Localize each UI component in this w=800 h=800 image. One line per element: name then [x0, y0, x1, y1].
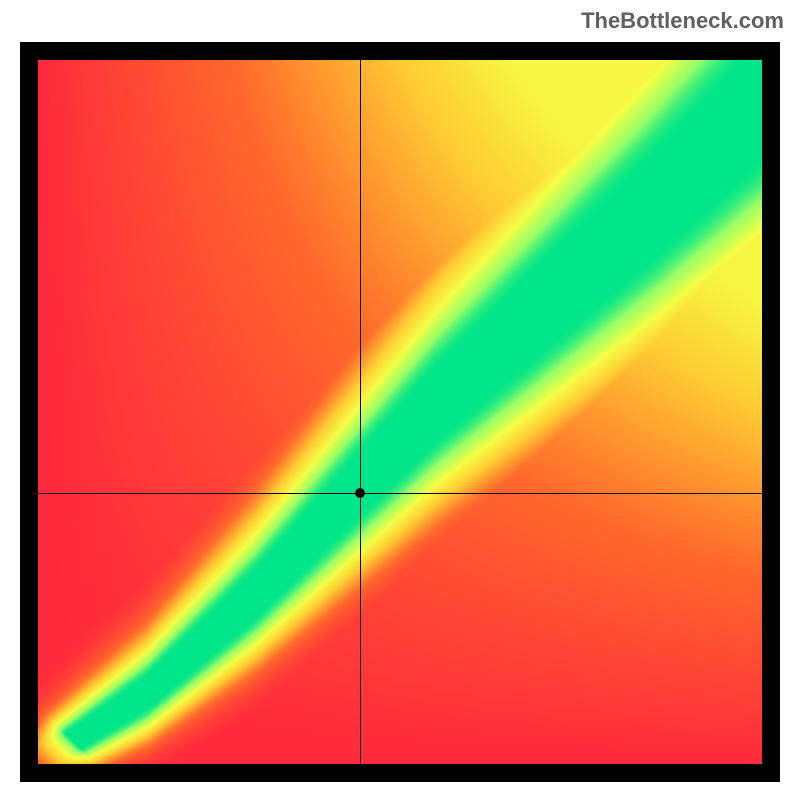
plot-frame: [20, 42, 780, 782]
heatmap-canvas: [38, 60, 762, 764]
crosshair-marker: [355, 488, 365, 498]
watermark-text: TheBottleneck.com: [581, 8, 784, 34]
crosshair-vertical: [360, 60, 361, 764]
crosshair-horizontal: [38, 493, 762, 494]
chart-container: TheBottleneck.com: [0, 0, 800, 800]
